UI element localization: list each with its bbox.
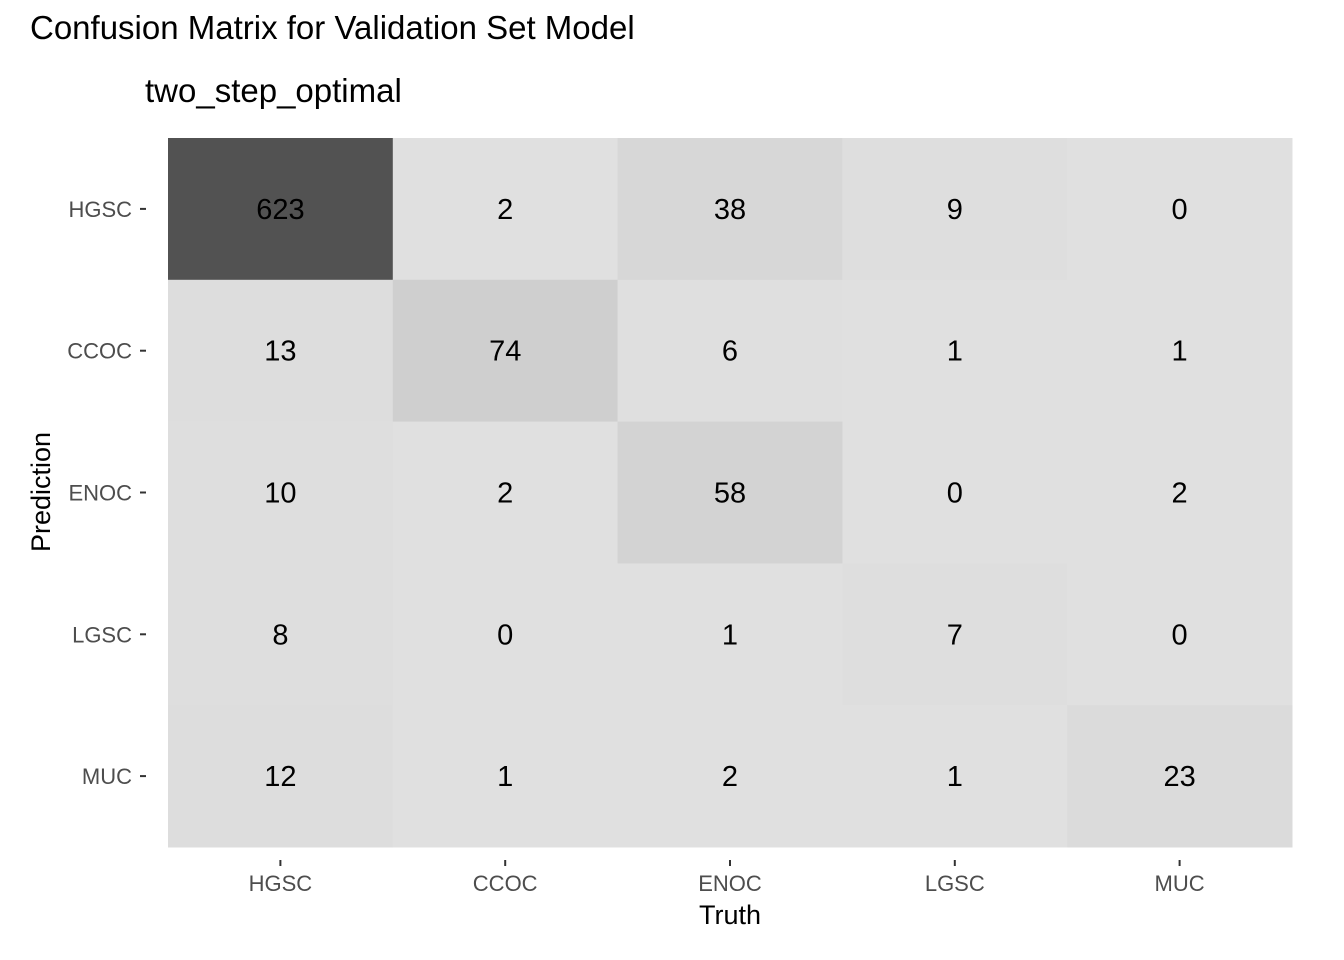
heatmap-cell — [392, 138, 619, 281]
cell-value-label: 1 — [947, 761, 963, 793]
heatmap-cell — [617, 563, 843, 706]
cell-value-label: 0 — [497, 619, 513, 651]
cell-value-label: 1 — [722, 619, 738, 651]
cell-value-label: 74 — [489, 336, 521, 368]
cell-value-label: 10 — [264, 478, 296, 510]
cell-value-label: 1 — [497, 761, 513, 793]
heatmap-cell — [392, 279, 619, 423]
heatmap-cell — [842, 705, 1068, 848]
heatmap-cell — [1067, 138, 1293, 281]
heatmap-cell — [392, 421, 619, 564]
x-tick-label: MUC — [1155, 871, 1205, 896]
heatmap-cell — [168, 138, 394, 281]
y-tick-label: LGSC — [72, 622, 132, 647]
heatmap-cell — [168, 279, 394, 423]
heatmap-cell — [842, 421, 1068, 564]
cell-value-label: 2 — [722, 761, 738, 793]
cell-value-label: 8 — [272, 619, 288, 651]
heatmap-cell — [392, 563, 619, 706]
heatmap-cell — [842, 563, 1068, 706]
cell-value-label: 2 — [1172, 478, 1188, 510]
heatmap-cell — [617, 279, 843, 423]
heatmap-cell — [617, 421, 843, 564]
x-tick-label: HGSC — [249, 871, 313, 896]
x-axis-title: Truth — [699, 900, 761, 930]
y-axis: HGSC CCOC ENOC LGSC MUC — [67, 197, 146, 789]
heatmap-cell — [1067, 563, 1293, 706]
cell-value-label: 2 — [497, 194, 513, 226]
cell-value-label: 13 — [264, 336, 296, 368]
y-axis-title: Prediction — [26, 432, 56, 552]
heatmap-cell — [168, 705, 394, 848]
heatmap-cell — [617, 705, 843, 848]
y-tick-label: CCOC — [67, 339, 132, 364]
y-tick-label: MUC — [82, 764, 132, 789]
cell-value-label: 0 — [1172, 619, 1188, 651]
x-axis: HGSC CCOC ENOC LGSC MUC — [249, 860, 1205, 896]
cell-value-label: 23 — [1163, 761, 1195, 793]
x-tick-label: LGSC — [925, 871, 985, 896]
chart-subtitle: two_step_optimal — [145, 72, 402, 109]
cell-value-label: 6 — [722, 336, 738, 368]
heatmap-cell — [617, 138, 843, 281]
heatmap-cell — [1067, 421, 1293, 564]
x-tick-label: ENOC — [698, 871, 762, 896]
cell-value-label: 9 — [947, 194, 963, 226]
cell-value-label: 0 — [947, 478, 963, 510]
cell-value-label: 58 — [714, 478, 746, 510]
cell-value-label: 623 — [256, 194, 304, 226]
heatmap-cell — [1067, 705, 1293, 848]
cell-value-label: 7 — [947, 619, 963, 651]
cell-value-label: 1 — [947, 336, 963, 368]
heatmap-cell — [392, 705, 619, 848]
heatmap-cell — [842, 279, 1068, 423]
cell-value-label: 0 — [1172, 194, 1188, 226]
heatmap-cell — [168, 563, 394, 706]
heatmap-cell — [168, 421, 394, 564]
y-tick-label: HGSC — [68, 197, 132, 222]
plot-panel: 623 2 38 9 013 74 6 1 110 2 58 0 28 0 1 7 012 1 2 1 23 — [168, 138, 1293, 848]
heatmap-cell — [842, 138, 1068, 281]
heatmap-cell — [1067, 279, 1293, 423]
x-tick-label: CCOC — [473, 871, 538, 896]
cell-value-label: 38 — [714, 194, 746, 226]
cell-value-label: 1 — [1172, 336, 1188, 368]
cell-value-label: 2 — [497, 478, 513, 510]
chart-title: Confusion Matrix for Validation Set Mode… — [30, 9, 635, 46]
y-tick-label: ENOC — [68, 481, 132, 506]
cell-value-label: 12 — [264, 761, 296, 793]
